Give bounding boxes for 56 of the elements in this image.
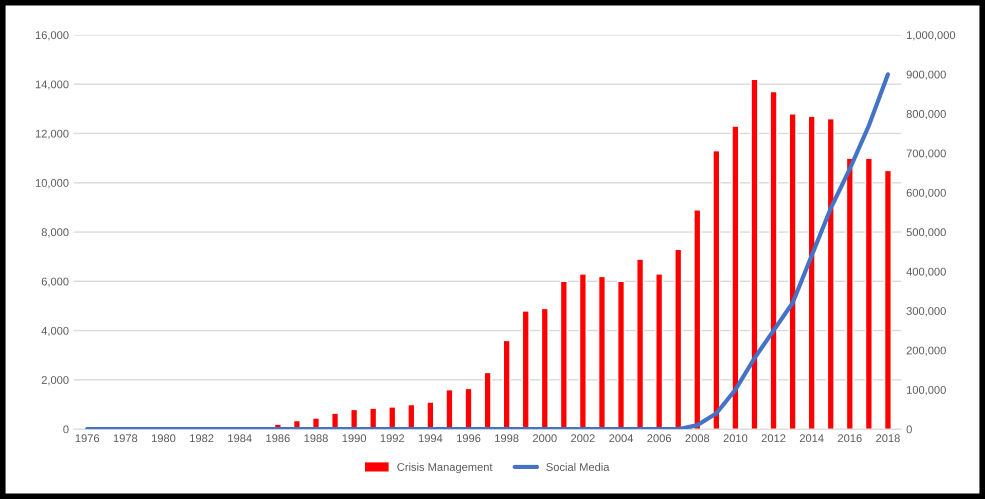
legend-label: Crisis Management (397, 462, 492, 474)
x-tick-label: 1978 (114, 434, 138, 442)
y2-tick-label: 400,000 (906, 268, 946, 277)
x-tick-label: 2000 (532, 434, 557, 442)
y-tick-label: 6,000 (42, 278, 69, 287)
y2-tick-label: 900,000 (906, 70, 946, 80)
x-tick-label: 2004 (609, 434, 634, 442)
bar (750, 78, 759, 430)
x-tick-label: 1996 (457, 434, 480, 442)
x-tick-label: 2016 (838, 434, 862, 442)
bar (788, 113, 797, 430)
x-tick-label: 1990 (342, 434, 366, 442)
bar (864, 157, 873, 430)
y-tick-label: 8,000 (42, 228, 69, 238)
bar (712, 150, 720, 430)
x-tick-label: 1994 (418, 434, 442, 442)
x-tick-label: 1986 (266, 434, 290, 442)
x-tick-label: 1976 (76, 434, 100, 442)
x-tick-label: 2010 (724, 434, 748, 442)
y-tick-label: 10,000 (36, 179, 69, 188)
x-tick-label: 1998 (495, 434, 519, 442)
y-tick-label: 4,000 (41, 326, 69, 336)
y2-tick-label: 800,000 (906, 110, 946, 120)
bar (731, 125, 740, 430)
bar (808, 116, 816, 430)
x-tick-label: 1984 (228, 434, 252, 442)
y2-tick-label: 100,000 (906, 386, 946, 396)
x-tick-label: 1988 (304, 434, 328, 442)
y-tick-label: 12,000 (36, 130, 69, 139)
y-tick-label: 2,000 (42, 376, 69, 386)
x-tick-label: 1982 (190, 434, 214, 442)
x-tick-label: 2014 (800, 434, 824, 442)
y2-tick-label: 200,000 (906, 346, 946, 356)
bar (884, 170, 892, 430)
y2-tick-label: 700,000 (906, 149, 946, 159)
y2-tick-label: 500,000 (906, 228, 946, 238)
y2-tick-label: 0 (906, 425, 912, 434)
x-tick-label: 2006 (647, 434, 672, 442)
bar (826, 118, 835, 430)
x-tick-label: 1992 (380, 434, 404, 442)
y-tick-label: 0 (63, 425, 69, 434)
x-tick-label: 2018 (876, 434, 900, 442)
legend-label: Social Media (546, 462, 610, 471)
x-tick-label: 2012 (762, 434, 786, 442)
x-tick-label: 2008 (685, 434, 710, 442)
line-series (85, 72, 890, 430)
y2-tick-label: 1,000,000 (906, 31, 956, 40)
x-tick-label: 2002 (571, 434, 595, 442)
y2-tick-label: 300,000 (906, 307, 946, 316)
bar (770, 90, 778, 430)
y-tick-label: 16,000 (36, 31, 69, 40)
y2-tick-label: 600,000 (906, 188, 946, 198)
y-tick-label: 14,000 (36, 80, 69, 90)
bar (846, 157, 854, 430)
x-tick-label: 1980 (152, 434, 176, 442)
bar (693, 209, 702, 430)
